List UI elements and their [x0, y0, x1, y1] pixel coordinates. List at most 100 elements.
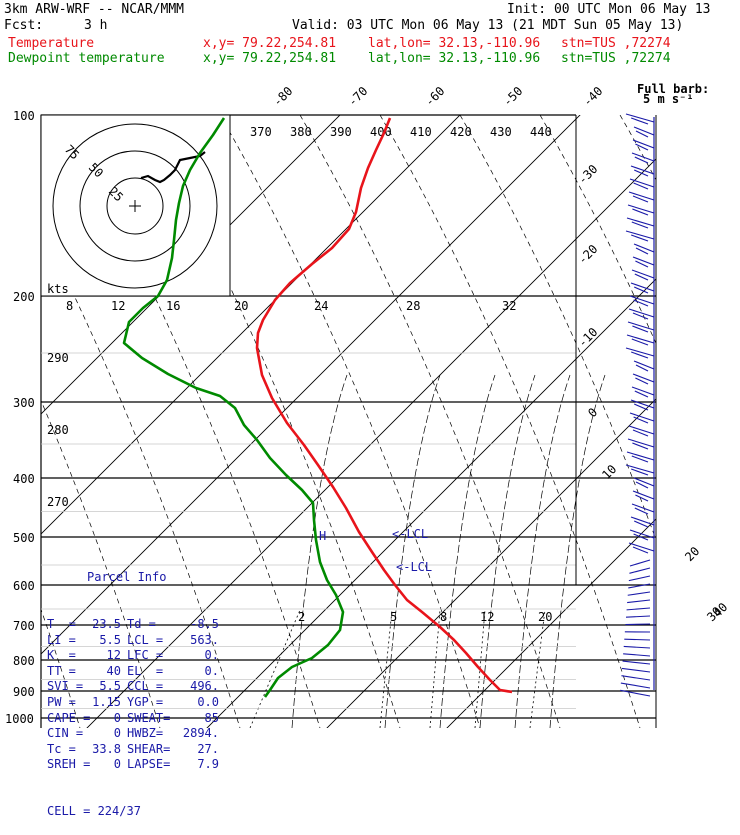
wind-barb — [627, 608, 650, 610]
mixing-ratio-line — [430, 610, 440, 728]
parcel-cell-text: 40 — [85, 664, 121, 680]
hodograph-speed-tick: 12 — [111, 299, 125, 313]
hodograph-speed-tick: 20 — [234, 299, 248, 313]
parcel-cell-text: CIN = — [47, 726, 85, 742]
lcl-marker: <-LCL — [396, 560, 432, 574]
wind-barb — [629, 543, 654, 551]
isotherm-label: -20 — [575, 242, 600, 267]
parcel-cell-text: 85 — [179, 711, 219, 727]
mixing-ratio-line — [250, 610, 300, 728]
isotherm-label: -30 — [575, 162, 600, 187]
theta-label: 430 — [490, 125, 512, 139]
parcel-cell: CELL = 224/37 — [47, 804, 230, 820]
mixing-ratio-label: 12 — [480, 610, 494, 624]
parcel-cell-text: EL = — [121, 664, 179, 680]
parcel-cell-text: -8.5 — [179, 617, 219, 633]
dry-adiabat — [300, 115, 560, 728]
lcl-marker: <-LCL — [392, 527, 428, 541]
theta-label: 380 — [290, 125, 312, 139]
hodograph-speed-tick: 32 — [502, 299, 516, 313]
wind-barb — [628, 592, 650, 595]
parcel-cell-text: TT = — [47, 664, 85, 680]
parcel-cell-text: 7.9 — [179, 757, 219, 773]
isotherm-label: -80 — [270, 84, 295, 109]
wind-barb — [632, 456, 648, 462]
hodograph-speed-tick: 24 — [314, 299, 328, 313]
wind-barb — [629, 309, 654, 317]
dry-adiabat — [460, 115, 720, 728]
isotherm-label: -50 — [500, 84, 525, 109]
parcel-cell-text: 563. — [179, 633, 219, 649]
moist-adiabat — [550, 375, 605, 728]
pressure-label: 500 — [13, 531, 35, 545]
wind-barb — [629, 192, 654, 200]
theta-label: 420 — [450, 125, 472, 139]
pressure-label: 300 — [13, 396, 35, 410]
parcel-cell-text: K = — [47, 648, 85, 664]
wind-barb — [623, 661, 650, 664]
wind-barb — [629, 426, 654, 434]
wind-barb — [631, 352, 648, 358]
wind-barb — [629, 568, 650, 573]
wind-barb — [621, 676, 650, 680]
theta-label: 370 — [250, 125, 272, 139]
moist-adiabat — [385, 375, 440, 728]
wind-barb — [630, 560, 650, 566]
wind-barb — [631, 235, 648, 241]
pressure-label: 800 — [13, 654, 35, 668]
wind-barb — [629, 576, 650, 581]
wind-barb — [626, 616, 650, 617]
barb-key-units: 5 m s⁻¹ — [643, 92, 694, 106]
mixing-ratio-line — [530, 610, 545, 728]
wind-barb — [632, 222, 648, 228]
parcel-cell-text: LCL = — [121, 633, 179, 649]
parcel-cell-text: LI = — [47, 633, 85, 649]
isotherm-label: 0 — [585, 405, 600, 420]
parcel-cell-text: 496. — [179, 679, 219, 695]
dry-adiabat — [700, 115, 740, 728]
isotherm-label: 20 — [682, 544, 702, 564]
wind-barb — [624, 646, 650, 648]
mixing-ratio-label: 5 — [390, 610, 397, 624]
parcel-cell-text: LFC = — [121, 648, 179, 664]
parcel-cell-text: SVI = — [47, 679, 85, 695]
parcel-cell-text: HWBZ= — [121, 726, 179, 742]
isotherm-label: 10 — [599, 462, 619, 482]
isotherm-label: -70 — [345, 84, 370, 109]
parcel-cell-text: CCL = — [121, 679, 179, 695]
parcel-cell-text: 0.0 — [179, 695, 219, 711]
parcel-cell-text: 5.5 — [85, 633, 121, 649]
hodograph-speed-tick: 28 — [406, 299, 420, 313]
dry-adiabat — [620, 115, 740, 728]
parcel-cell-text: SREH = — [47, 757, 85, 773]
moist-adiabat — [515, 375, 570, 728]
hodograph-speed-tick: 16 — [166, 299, 180, 313]
pressure-label: 400 — [13, 472, 35, 486]
wind-barb — [622, 668, 650, 672]
parcel-cell-text: SHEAR= — [121, 742, 179, 758]
parcel-cell-text: Tc = — [47, 742, 85, 758]
parcel-cell-text: 0 — [85, 711, 121, 727]
wind-barb — [623, 654, 650, 656]
mixing-ratio-label: 20 — [538, 610, 552, 624]
parcel-cell-text: CAPE = — [47, 711, 85, 727]
dry-adiabat — [220, 115, 480, 728]
hodograph-speed-tick: 8 — [66, 299, 73, 313]
pressure-label: 600 — [13, 579, 35, 593]
parcel-cell-text: PW = — [47, 695, 85, 711]
wind-barb — [631, 469, 648, 475]
parcel-cell-text: 0 — [85, 726, 121, 742]
pressure-label: 1000 — [5, 712, 34, 726]
wind-barb — [625, 624, 650, 625]
parcel-cell-text: 0 — [85, 757, 121, 773]
pressure-label: 100 — [13, 109, 35, 123]
isotherm-line — [240, 0, 740, 740]
